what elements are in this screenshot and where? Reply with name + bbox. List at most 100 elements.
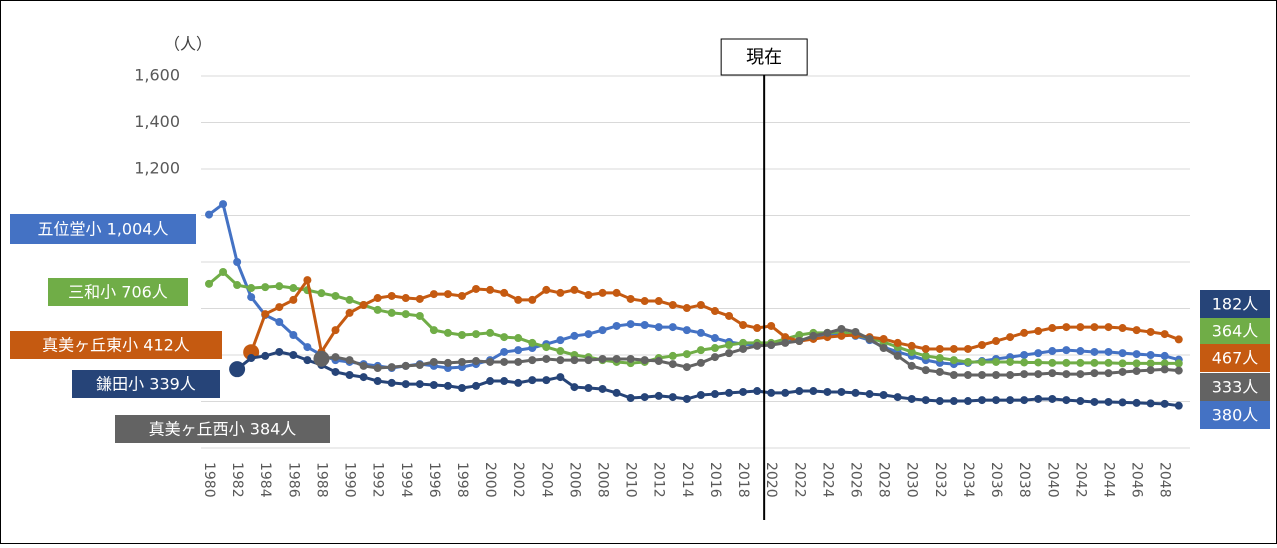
series-label-box <box>72 370 220 398</box>
x-tick-label: 2016 <box>707 462 723 498</box>
point <box>725 349 734 358</box>
point <box>500 288 509 297</box>
point <box>710 390 719 399</box>
point <box>1090 397 1099 406</box>
point <box>1118 367 1127 376</box>
point <box>696 346 705 355</box>
point <box>907 347 916 356</box>
point <box>514 295 523 304</box>
point <box>992 370 1001 379</box>
x-tick-label: 2044 <box>1100 462 1116 498</box>
point <box>907 341 916 350</box>
point <box>1174 366 1183 375</box>
point <box>1174 359 1183 368</box>
point <box>247 293 256 302</box>
y-tick-label: 1,400 <box>134 112 180 131</box>
point <box>893 393 902 402</box>
point <box>921 396 930 405</box>
point <box>275 303 284 312</box>
x-tick-label: 1980 <box>201 462 217 498</box>
point <box>415 360 424 369</box>
point <box>1146 359 1155 368</box>
point <box>879 344 888 353</box>
series-end-label: 380人 <box>1212 406 1259 425</box>
point <box>1076 358 1085 367</box>
point <box>275 317 284 326</box>
point <box>584 384 593 393</box>
point <box>275 282 284 291</box>
series-label-box <box>48 278 188 306</box>
series <box>205 267 1183 368</box>
point <box>949 370 958 379</box>
x-tick-label: 2048 <box>1157 462 1173 498</box>
point <box>949 397 958 406</box>
point <box>1062 323 1071 332</box>
point <box>331 367 340 376</box>
x-tick-label: 1988 <box>313 462 329 498</box>
x-tick-label: 1994 <box>398 462 414 498</box>
point <box>313 350 330 367</box>
point <box>1062 370 1071 379</box>
point <box>457 291 466 300</box>
point <box>823 387 832 396</box>
series <box>229 347 1183 410</box>
point <box>598 384 607 393</box>
point <box>584 356 593 365</box>
point <box>626 354 635 363</box>
point <box>247 354 256 363</box>
point <box>668 360 677 369</box>
point <box>781 338 790 347</box>
point <box>556 288 565 297</box>
point <box>387 378 396 387</box>
point <box>331 326 340 335</box>
y-unit: （人） <box>164 35 212 54</box>
point <box>219 200 228 209</box>
point <box>1006 396 1015 405</box>
x-tick-label: 2012 <box>651 462 667 498</box>
point <box>949 356 958 365</box>
point <box>949 344 958 353</box>
x-tick-label: 2018 <box>735 462 751 498</box>
point <box>921 344 930 353</box>
point <box>331 353 340 362</box>
point <box>963 370 972 379</box>
point <box>415 311 424 320</box>
point <box>1034 349 1043 358</box>
point <box>1076 323 1085 332</box>
point <box>229 361 246 378</box>
series <box>313 324 1183 379</box>
point <box>514 357 523 366</box>
point <box>1174 335 1183 344</box>
point <box>682 304 691 313</box>
point <box>205 210 214 219</box>
point <box>556 336 565 345</box>
point <box>753 387 762 396</box>
series-end-label: 467人 <box>1212 349 1259 368</box>
point <box>739 387 748 396</box>
point <box>1034 370 1043 379</box>
point <box>486 328 495 337</box>
point <box>682 363 691 372</box>
point <box>401 380 410 389</box>
point <box>753 324 762 333</box>
point <box>935 367 944 376</box>
point <box>472 284 481 293</box>
point <box>514 334 523 343</box>
x-tick-label: 2030 <box>904 462 920 498</box>
point <box>1048 324 1057 333</box>
point <box>528 295 537 304</box>
point <box>668 351 677 360</box>
point <box>1104 358 1113 367</box>
point <box>992 396 1001 405</box>
x-tick-label: 2002 <box>510 462 526 498</box>
point <box>739 344 748 353</box>
point <box>668 393 677 402</box>
point <box>415 380 424 389</box>
point <box>247 284 256 293</box>
point <box>472 330 481 339</box>
series-end-label: 333人 <box>1212 378 1259 397</box>
point <box>514 378 523 387</box>
point <box>1146 366 1155 375</box>
